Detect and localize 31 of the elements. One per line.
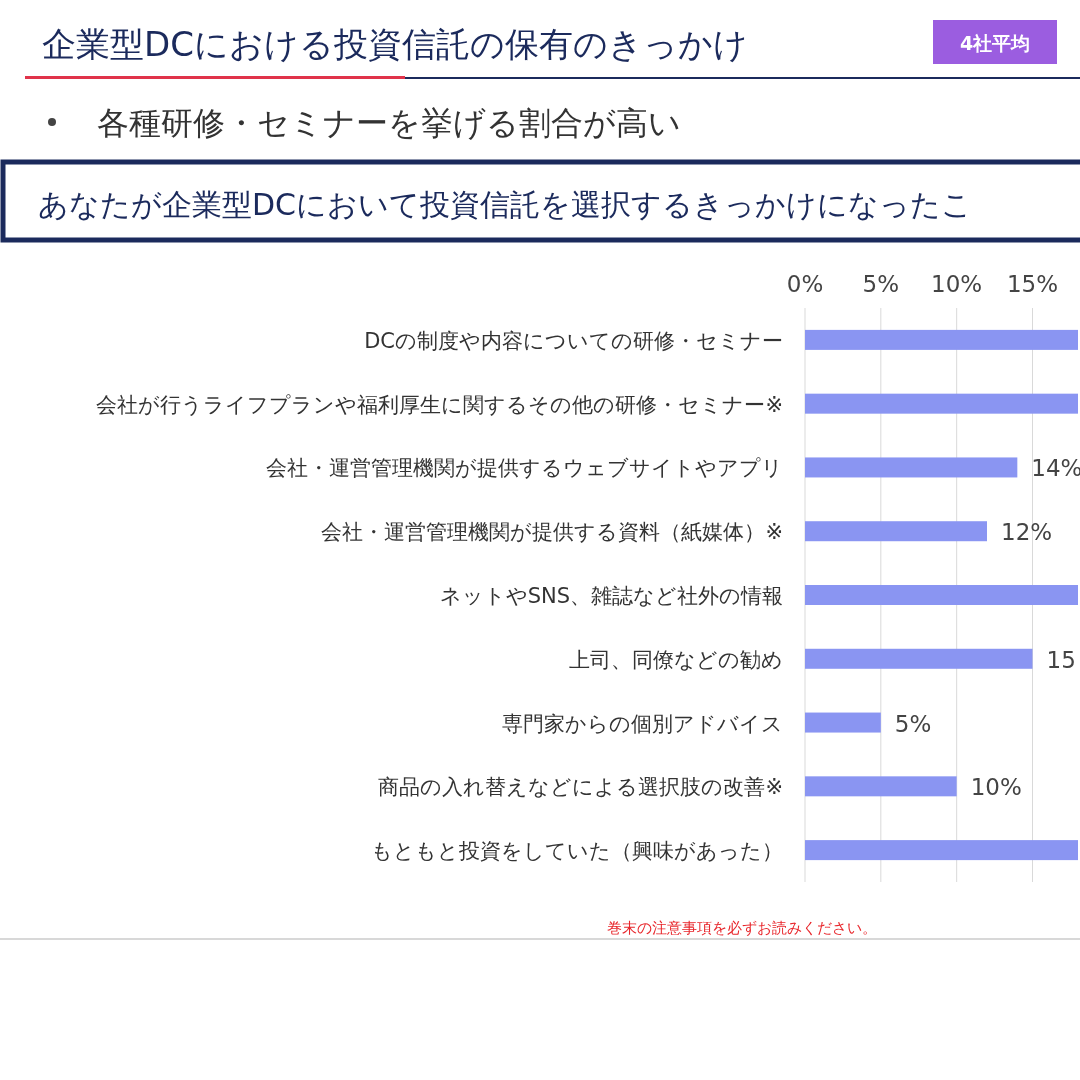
x-tick-label: 15% — [1006, 271, 1059, 297]
text: 4社平均 — [959, 32, 1031, 54]
data-label: 10% — [970, 774, 1022, 801]
x-tick-label: 5% — [862, 271, 900, 297]
y-tick-label: 会社・運営管理機関が提供するウェブサイトやアプリ — [266, 456, 783, 481]
y-tick-label: 会社が行うライフプランや福利厚生に関するその他の研修・セミナー※ — [96, 392, 783, 417]
bar — [805, 521, 987, 542]
y-tick-label: 専門家からの個別アドバイス — [502, 711, 783, 736]
bar — [805, 585, 1078, 605]
bar — [805, 648, 1033, 669]
data-label: 15 — [1046, 646, 1076, 673]
x-tick-label: 10% — [931, 271, 983, 297]
data-label: 12% — [1001, 519, 1053, 546]
bar — [805, 712, 881, 733]
y-tick-label: DCの制度や内容についての研修・セミナー — [364, 328, 783, 353]
subtitle: 各種研修・セミナーを挙げる割合が高い — [97, 104, 681, 142]
data-label: 5% — [894, 710, 932, 737]
bar — [805, 840, 1078, 861]
text: 巻末の注意事項を必ずお読みください。 — [607, 919, 877, 937]
y-tick-label: 上司、同僚などの勧め — [569, 647, 783, 672]
text: あなたが企業型DCにおいて投資信託を選択するきっかけになったこ — [38, 187, 973, 222]
y-tick-label: もともと投資をしていた（興味があった） — [371, 839, 783, 864]
bar — [805, 776, 957, 797]
y-tick-label: ネットやSNS、雑誌など社外の情報 — [439, 584, 783, 608]
y-tick-label: 商品の入れ替えなどによる選択肢の改善※ — [378, 775, 783, 800]
title: 企業型DCにおける投資信託の保有のきっかけ — [42, 24, 748, 64]
bar — [805, 457, 1018, 478]
y-tick-label: 会社・運営管理機関が提供する資料（紙媒体）※ — [321, 520, 783, 545]
bar — [805, 393, 1078, 414]
x-tick-label: 0% — [786, 271, 824, 297]
bar — [805, 329, 1078, 350]
